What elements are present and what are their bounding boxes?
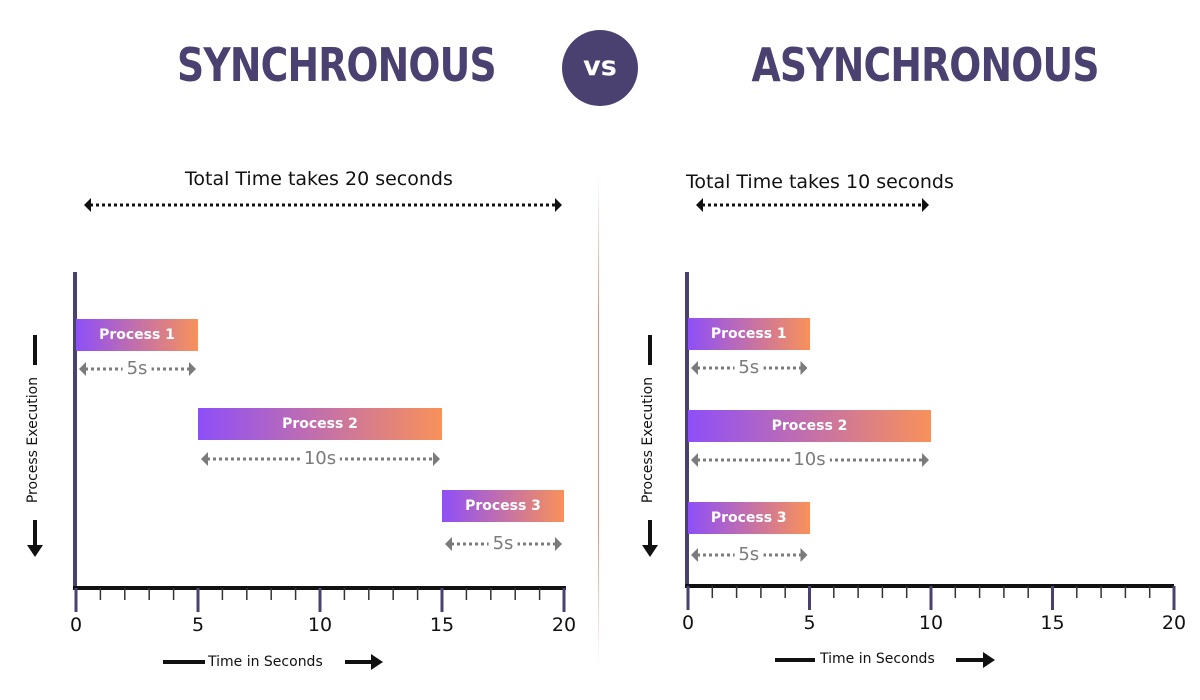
left-total-arrow-left-head [84,198,91,212]
right-tick-label: 15 [1040,612,1065,634]
right-total-arrow-right-head [922,198,929,212]
left-total-arrow-right-head [555,198,562,212]
async-total-time-label: Total Time takes 10 seconds [686,171,954,193]
right-process-bar-1: Process 1 [688,318,810,350]
right-x-label-arrow-head [983,652,995,668]
async-x-axis-title: Time in Seconds [820,651,935,667]
left-duration-label-3: 5s [488,534,518,554]
right-duration-arrow-2-left-head [691,453,698,467]
left-duration-arrow-2-left-head [201,452,208,466]
left-process-bar-1: Process 1 [76,319,198,351]
right-tick-label: 10 [918,612,944,634]
right-duration-arrow-3-right-head [800,548,808,562]
left-process-bar-2: Process 2 [198,408,442,440]
left-duration-arrow-1-left-head [79,362,86,376]
right-duration-arrow-2-right-head [922,453,929,467]
sync-x-axis-title: Time in Seconds [208,654,323,670]
right-duration-arrow-1-left-head [691,361,698,375]
right-duration-label-3: 5s [734,545,764,565]
left-tick-label: 20 [551,614,577,636]
vs-badge: vs [562,30,638,106]
right-duration-label-2: 10s [789,450,830,470]
right-duration-arrow-1-right-head [800,361,808,375]
left-duration-arrow-2-right-head [433,452,440,466]
sync-y-axis-title: Process Execution [25,376,41,504]
async-y-axis-title: Process Execution [640,376,656,504]
left-duration-arrow-1-right-head [189,362,196,376]
left-tick-label: 0 [69,614,83,636]
left-duration-arrow-3-right-head [555,537,562,551]
left-duration-label-1: 5s [122,359,152,379]
left-y-arrow-head [27,545,43,557]
right-process-bar-2: Process 2 [688,410,931,442]
left-duration-label-2: 10s [299,449,341,469]
left-x-label-arrow-head [371,654,383,670]
left-process-bar-3: Process 3 [442,490,564,522]
right-duration-label-1: 5s [734,358,764,378]
left-duration-arrow-3-left-head [445,537,452,551]
right-y-arrow-head [642,545,658,557]
right-tick-label: 20 [1161,612,1187,634]
left-tick-label: 10 [307,614,333,636]
right-tick-label: 5 [803,612,816,634]
right-total-arrow-left-head [696,198,703,212]
right-process-bar-3: Process 3 [688,502,810,534]
left-tick-label: 5 [191,614,205,636]
panel-divider [598,175,599,665]
sync-total-time-label: Total Time takes 20 seconds [185,168,453,190]
right-duration-arrow-3-left-head [691,548,698,562]
left-tick-label: 15 [429,614,455,636]
right-tick-label: 0 [681,612,695,634]
